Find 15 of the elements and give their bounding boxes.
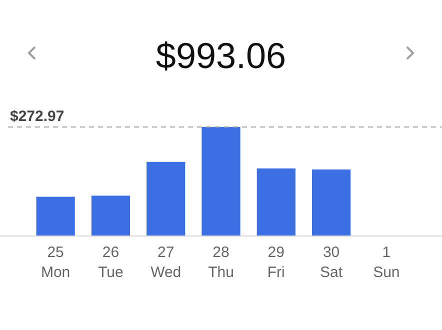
x-tick-label: 28 Thu xyxy=(208,244,234,281)
x-tick-label: 27 Wed xyxy=(150,244,182,281)
bar xyxy=(202,127,240,236)
chart-title: $993.06 xyxy=(156,35,286,76)
bar xyxy=(91,196,130,236)
x-tick-label: 25 Mon xyxy=(40,244,70,281)
x-tick-label: 26 Tue xyxy=(98,244,124,281)
bar xyxy=(146,162,186,236)
x-tick-label: 30 Sat xyxy=(320,244,344,281)
bar xyxy=(36,196,75,236)
text: $272.97 xyxy=(10,108,64,125)
bar xyxy=(256,168,296,236)
x-tick-label: 29 Fri xyxy=(267,244,285,281)
x-tick-label: 1 Sun xyxy=(373,244,400,281)
bar xyxy=(312,170,351,236)
